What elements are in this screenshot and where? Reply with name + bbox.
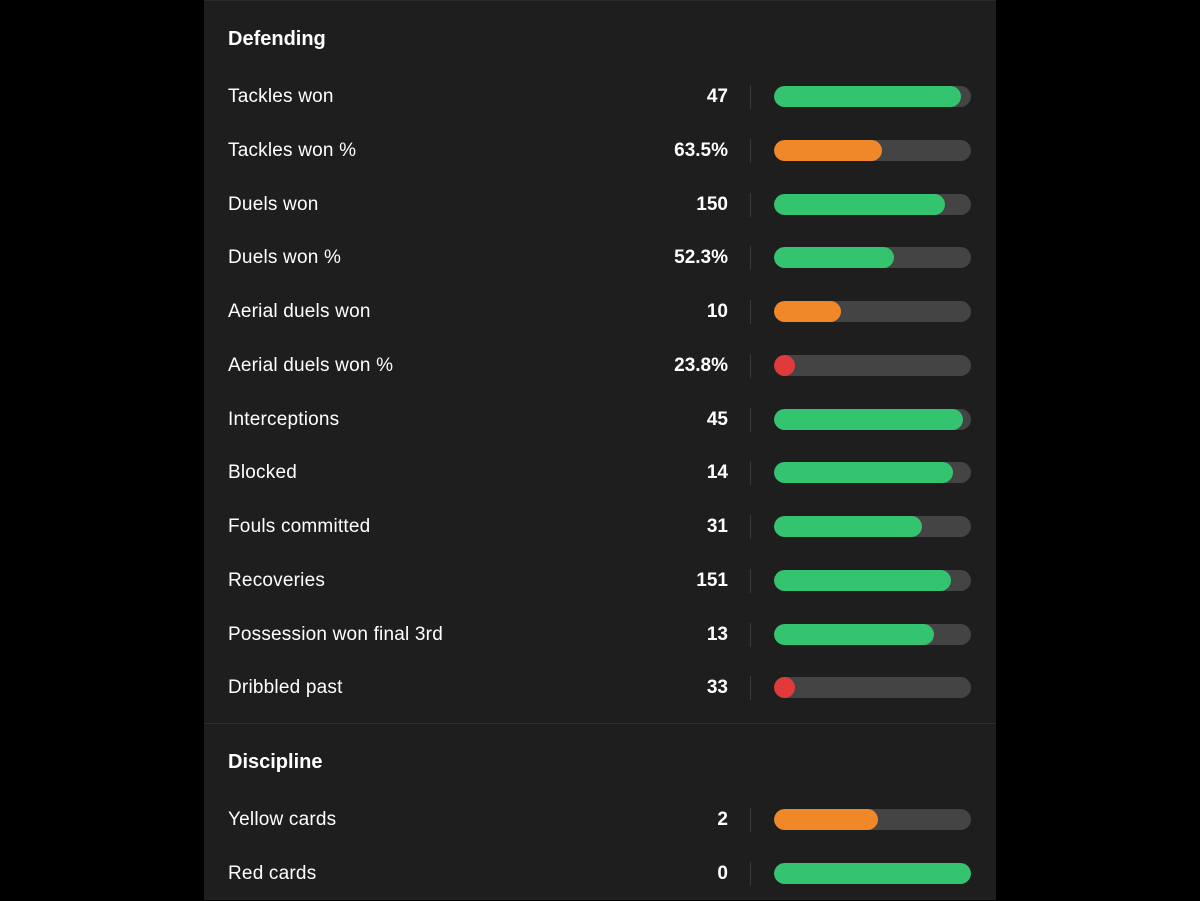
- stat-value: 150: [696, 193, 728, 215]
- stat-label: Duels won %: [228, 247, 342, 269]
- percentile-bar: [774, 677, 971, 699]
- percentile-bar-fill: [774, 863, 971, 884]
- value-separator: [750, 246, 751, 271]
- percentile-bar: [774, 809, 971, 830]
- stat-label: Fouls committed: [228, 516, 371, 537]
- percentile-bar: [774, 408, 971, 430]
- stat-value: 52.3%: [674, 247, 728, 269]
- stat-value: 33: [706, 677, 728, 699]
- value-separator: [750, 808, 751, 832]
- section-title-discipline: Discipline: [228, 751, 323, 773]
- stat-value: 63.5%: [674, 139, 728, 161]
- stats-panel: Defending Tackles won 47 Tackles won % 63.5…: [204, 0, 996, 900]
- percentile-bar-fill: [774, 247, 895, 269]
- percentile-bar: [774, 247, 971, 269]
- stat-value: 151: [696, 569, 728, 591]
- stat-value: 14: [706, 462, 728, 484]
- percentile-bar: [774, 301, 971, 322]
- stat-value: 13: [706, 623, 728, 645]
- stat-row: Duels won 150: [204, 178, 996, 232]
- stat-label: Blocked: [228, 462, 297, 484]
- stat-value: 2: [717, 809, 728, 830]
- percentile-bar-fill: [774, 354, 795, 376]
- stat-value: 31: [706, 516, 728, 537]
- stat-label: Duels won: [228, 193, 319, 215]
- percentile-bar-fill: [774, 462, 954, 484]
- stat-label: Tackles won: [228, 86, 334, 107]
- percentile-bar-fill: [774, 516, 922, 537]
- stat-value: 10: [706, 301, 728, 322]
- section-title-defending: Defending: [228, 28, 326, 50]
- value-separator: [750, 676, 751, 701]
- percentile-bar: [774, 623, 971, 645]
- value-separator: [750, 300, 751, 324]
- stat-row: Recoveries 151: [204, 554, 996, 608]
- percentile-bar-fill: [774, 809, 879, 830]
- stat-label: Red cards: [228, 863, 317, 884]
- stat-label: Dribbled past: [228, 677, 343, 699]
- value-separator: [750, 138, 751, 163]
- stat-row: Interceptions 45: [204, 393, 996, 447]
- stat-label: Possession won final 3rd: [228, 623, 443, 645]
- percentile-bar-fill: [774, 623, 934, 645]
- value-separator: [750, 622, 751, 647]
- stat-row: Tackles won % 63.5%: [204, 124, 996, 178]
- stat-value: 47: [706, 86, 728, 107]
- percentile-bar: [774, 86, 971, 107]
- stat-row: Tackles won 47: [204, 70, 996, 124]
- percentile-bar-fill: [774, 86, 962, 107]
- stat-row: Red cards 0: [204, 847, 996, 901]
- value-separator: [750, 192, 751, 217]
- value-separator: [750, 515, 751, 539]
- stat-row: Possession won final 3rd 13: [204, 608, 996, 662]
- stat-row: Dribbled past 33: [204, 661, 996, 715]
- percentile-bar-fill: [774, 408, 964, 430]
- stat-value: 45: [706, 408, 728, 430]
- percentile-bar: [774, 193, 971, 215]
- percentile-bar: [774, 569, 971, 591]
- stat-label: Aerial duels won: [228, 301, 371, 322]
- percentile-bar: [774, 462, 971, 484]
- stat-label: Aerial duels won %: [228, 354, 394, 376]
- stat-row: Duels won % 52.3%: [204, 231, 996, 285]
- stat-row: Fouls committed 31: [204, 500, 996, 554]
- stat-label: Tackles won %: [228, 139, 357, 161]
- percentile-bar-fill: [774, 677, 795, 699]
- value-separator: [750, 461, 751, 486]
- section-divider: [204, 723, 996, 724]
- value-separator: [750, 353, 751, 378]
- percentile-bar-fill: [774, 569, 952, 591]
- stat-row: Blocked 14: [204, 446, 996, 500]
- value-separator: [750, 568, 751, 593]
- stat-value: 23.8%: [674, 354, 728, 376]
- percentile-bar-fill: [774, 193, 946, 215]
- stat-label: Interceptions: [228, 408, 340, 430]
- stat-row: Aerial duels won 10: [204, 285, 996, 339]
- stat-label: Yellow cards: [228, 809, 337, 830]
- value-separator: [750, 407, 751, 432]
- percentile-bar-fill: [774, 139, 883, 161]
- percentile-bar-fill: [774, 301, 841, 322]
- percentile-bar: [774, 863, 971, 884]
- value-separator: [750, 85, 751, 109]
- percentile-bar: [774, 139, 971, 161]
- stat-value: 0: [717, 863, 728, 884]
- percentile-bar: [774, 354, 971, 376]
- stat-row: Yellow cards 2: [204, 793, 996, 847]
- stat-label: Recoveries: [228, 569, 326, 591]
- value-separator: [750, 862, 751, 886]
- stat-row: Aerial duels won % 23.8%: [204, 339, 996, 393]
- percentile-bar: [774, 516, 971, 537]
